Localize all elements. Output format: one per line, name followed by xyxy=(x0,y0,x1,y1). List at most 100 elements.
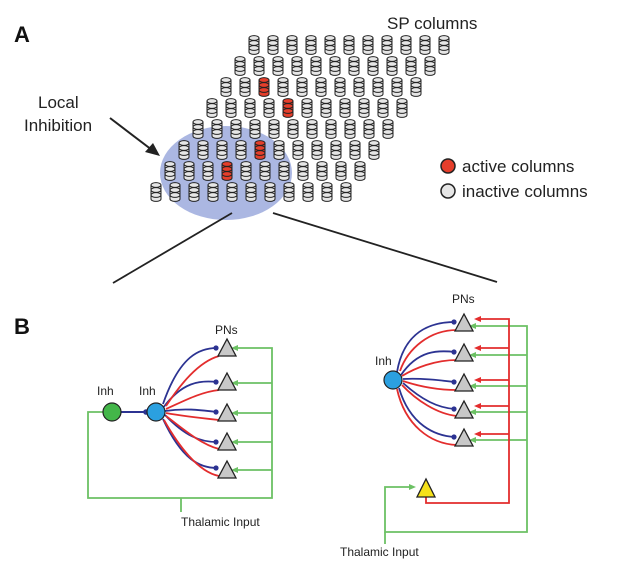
left-inh-inner-label: Inh xyxy=(139,384,156,398)
inactive-column xyxy=(216,140,228,160)
inactive-column xyxy=(197,140,209,160)
right-fan-connections xyxy=(396,321,458,446)
inactive-column xyxy=(382,119,394,139)
inactive-column xyxy=(283,182,295,202)
inactive-column xyxy=(310,56,322,76)
inactive-column xyxy=(362,35,374,55)
right-red-arrowheads xyxy=(474,316,481,437)
inactive-column xyxy=(287,119,299,139)
local-inhibition-arrow xyxy=(109,117,160,156)
inactive-column xyxy=(335,161,347,181)
inactive-column xyxy=(248,35,260,55)
inactive-column xyxy=(296,77,308,97)
right-inh-blue-neuron xyxy=(383,370,403,390)
inactive-column xyxy=(324,35,336,55)
zoom-line-left xyxy=(112,212,233,284)
inactive-column xyxy=(349,140,361,160)
inactive-column xyxy=(340,182,352,202)
inactive-column xyxy=(211,119,223,139)
inactive-column xyxy=(348,56,360,76)
legend-inactive-label: inactive columns xyxy=(462,182,588,201)
inactive-column xyxy=(325,119,337,139)
active-column xyxy=(258,77,270,97)
column-grid xyxy=(150,35,450,202)
inactive-column xyxy=(316,161,328,181)
zoom-line-right xyxy=(272,212,498,283)
inactive-column xyxy=(368,140,380,160)
inactive-column xyxy=(424,56,436,76)
inactive-column xyxy=(305,35,317,55)
left-synapse-dots xyxy=(213,345,219,471)
inactive-column xyxy=(225,98,237,118)
inactive-column xyxy=(301,98,313,118)
inactive-column xyxy=(321,182,333,202)
left-inh-green-neuron xyxy=(102,402,122,422)
left-thalamic-label: Thalamic Input xyxy=(181,515,260,529)
panel-b-letter: B xyxy=(14,314,30,339)
inactive-column xyxy=(244,98,256,118)
right-thalamic-label: Thalamic Input xyxy=(340,545,419,559)
inactive-column xyxy=(226,182,238,202)
inactive-column xyxy=(272,56,284,76)
inactive-column xyxy=(320,98,332,118)
inactive-column xyxy=(278,161,290,181)
inactive-column xyxy=(381,35,393,55)
inactive-column xyxy=(438,35,450,55)
inactive-column xyxy=(202,161,214,181)
inactive-column xyxy=(315,77,327,97)
inactive-column xyxy=(405,56,417,76)
inactive-column xyxy=(230,119,242,139)
right-yellow-excitatory-lines xyxy=(425,318,510,504)
inactive-column xyxy=(329,56,341,76)
inactive-column xyxy=(169,182,181,202)
inactive-column xyxy=(273,140,285,160)
inactive-column xyxy=(263,98,275,118)
left-inh-blue-neuron xyxy=(146,402,166,422)
inactive-column xyxy=(334,77,346,97)
inactive-column xyxy=(277,77,289,97)
inactive-column xyxy=(220,77,232,97)
inactive-column xyxy=(249,119,261,139)
inactive-column xyxy=(183,161,195,181)
inactive-column xyxy=(240,161,252,181)
inactive-column xyxy=(192,119,204,139)
right-yellow-neuron xyxy=(415,477,437,498)
inactive-column xyxy=(306,119,318,139)
inactive-column xyxy=(400,35,412,55)
inactive-column xyxy=(302,182,314,202)
inactive-column xyxy=(339,98,351,118)
inactive-column xyxy=(268,119,280,139)
right-synapse-dots xyxy=(451,319,457,440)
inactive-column xyxy=(410,77,422,97)
inactive-column xyxy=(358,98,370,118)
left-inh-outer-label: Inh xyxy=(97,384,114,398)
local-inhibition-label-line1: Local xyxy=(38,93,79,112)
inactive-column xyxy=(353,77,365,97)
inactive-column xyxy=(206,98,218,118)
local-inhibition-label-line2: Inhibition xyxy=(24,116,92,135)
inactive-column xyxy=(367,56,379,76)
inactive-column xyxy=(354,161,366,181)
inactive-column xyxy=(311,140,323,160)
inactive-column xyxy=(264,182,276,202)
inactive-column xyxy=(267,35,279,55)
inactive-column xyxy=(363,119,375,139)
right-thalamic-arrowheads xyxy=(409,323,476,490)
inactive-column xyxy=(164,161,176,181)
right-thalamic-lines xyxy=(384,325,528,544)
inactive-column xyxy=(235,140,247,160)
left-fan-connections xyxy=(162,347,220,477)
right-pn-neurons xyxy=(453,312,475,447)
inactive-column xyxy=(239,77,251,97)
legend-inactive-swatch xyxy=(440,183,456,199)
panel-a-letter: A xyxy=(14,22,30,47)
inactive-column xyxy=(377,98,389,118)
inactive-column xyxy=(259,161,271,181)
inactive-column xyxy=(396,98,408,118)
right-pns-label: PNs xyxy=(452,292,475,306)
inactive-column xyxy=(343,35,355,55)
right-circuit: Inh PNs Thalamic Input xyxy=(340,292,528,559)
inactive-column xyxy=(297,161,309,181)
sp-columns-label: SP columns xyxy=(387,14,477,33)
